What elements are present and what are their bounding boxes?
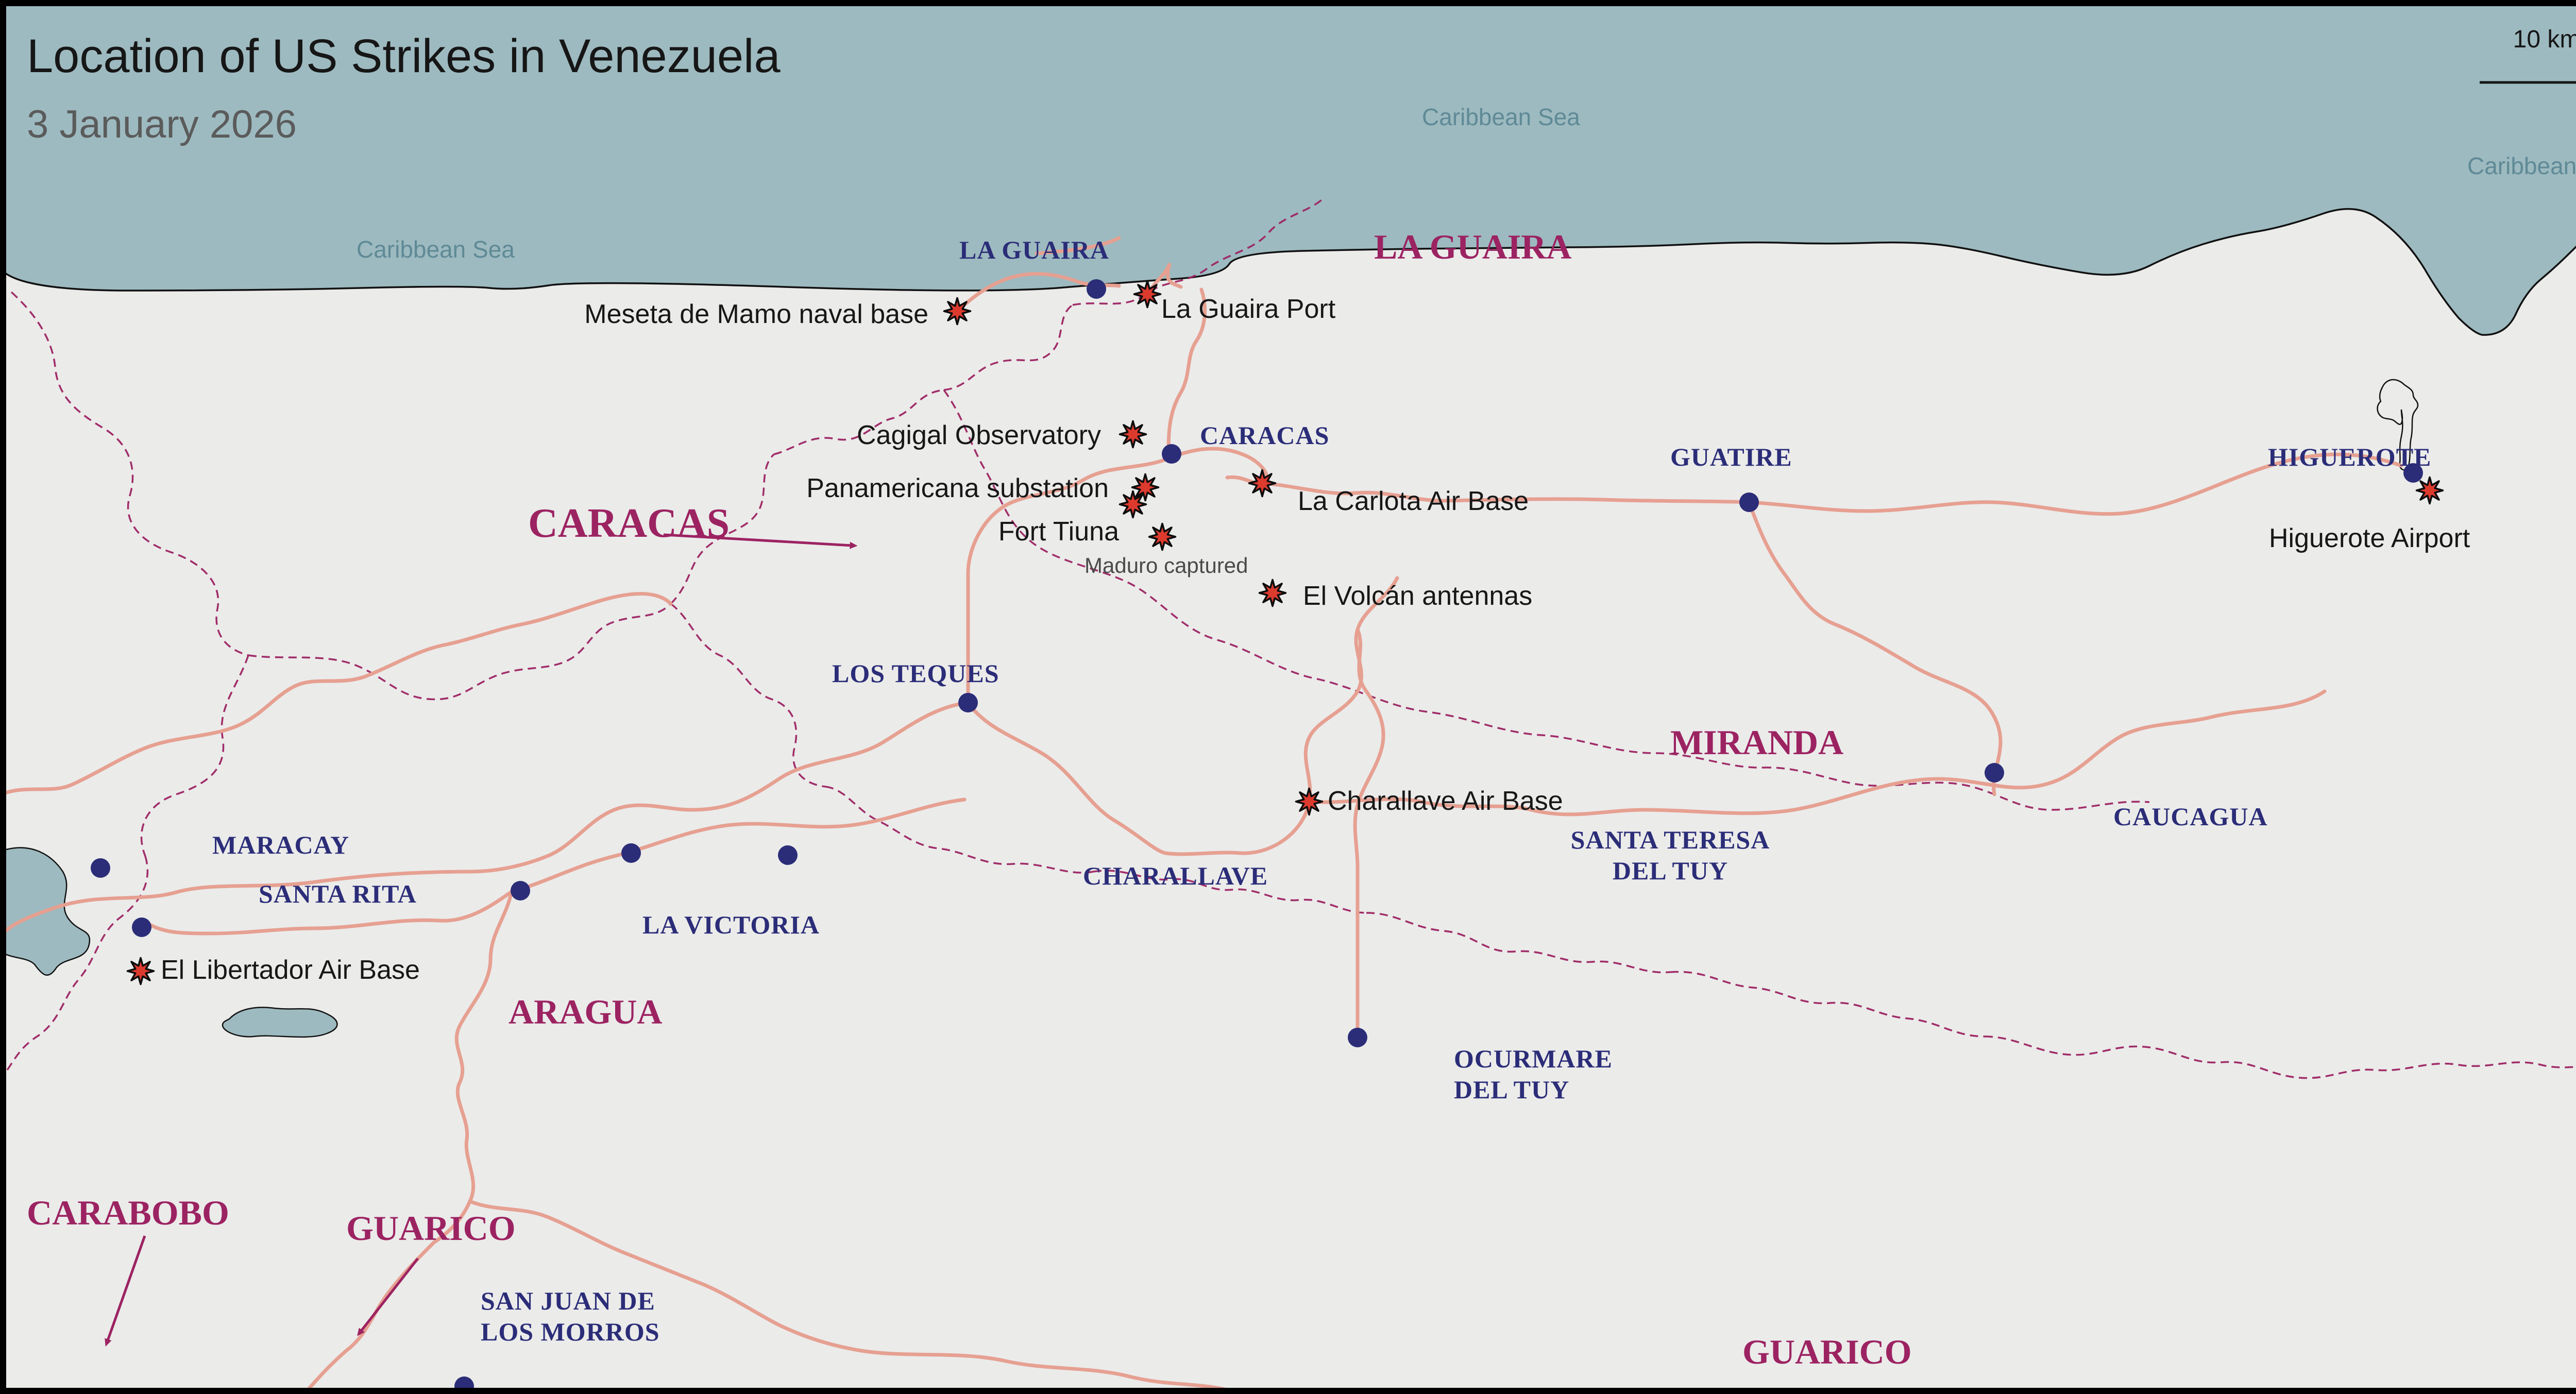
svg-text:MIRANDA: MIRANDA [1670,723,1843,762]
svg-text:LOS MORROS: LOS MORROS [481,1317,660,1346]
svg-text:Cagigal Observatory: Cagigal Observatory [857,420,1101,450]
svg-text:Panamericana substation: Panamericana substation [806,473,1109,503]
svg-text:Maduro captured: Maduro captured [1084,553,1248,577]
svg-text:SANTA RITA: SANTA RITA [259,879,417,908]
svg-text:LA GUAIRA: LA GUAIRA [1374,227,1572,266]
svg-text:SANTA TERESA: SANTA TERESA [1571,825,1770,854]
svg-text:CARACAS: CARACAS [1200,421,1329,450]
svg-text:Fort Tiuna: Fort Tiuna [998,517,1119,547]
svg-text:Caribbean Sea: Caribbean Sea [357,236,515,263]
svg-text:SAN JUAN DE: SAN JUAN DE [481,1286,655,1315]
svg-text:ARAGUA: ARAGUA [509,992,662,1031]
svg-text:El Libertador Air Base: El Libertador Air Base [161,955,420,985]
svg-text:Caribbean Sea: Caribbean Sea [1422,104,1580,130]
svg-text:La Guaira Port: La Guaira Port [1161,294,1336,324]
svg-text:HIGUEROTE: HIGUEROTE [2268,443,2431,471]
svg-text:CHARALLAVE: CHARALLAVE [1083,861,1268,890]
svg-text:GUARICO: GUARICO [346,1209,516,1248]
svg-text:Caribbean Sea: Caribbean Sea [2467,152,2576,179]
svg-text:LA GUAIRA: LA GUAIRA [959,235,1109,264]
svg-text:Higuerote Airport: Higuerote Airport [2269,523,2470,553]
svg-text:El Volcán antennas: El Volcán antennas [1303,581,1532,611]
svg-text:DEL TUY: DEL TUY [1454,1075,1569,1104]
svg-text:LOS TEQUES: LOS TEQUES [832,659,999,688]
svg-text:Meseta de Mamo naval base: Meseta de Mamo naval base [584,299,928,329]
svg-text:LA VICTORIA: LA VICTORIA [642,910,820,939]
svg-text:DEL TUY: DEL TUY [1613,856,1728,885]
svg-text:OCURMARE: OCURMARE [1454,1044,1613,1073]
svg-text:10 km: 10 km [2513,26,2576,53]
svg-text:Charallave Air Base: Charallave Air Base [1328,786,1563,816]
svg-text:CARACAS: CARACAS [528,501,730,546]
svg-text:Location of US Strikes in Vene: Location of US Strikes in Venezuela [27,30,781,82]
svg-text:GUATIRE: GUATIRE [1670,443,1792,471]
svg-text:La Carlota Air Base: La Carlota Air Base [1298,486,1529,516]
svg-text:CARABOBO: CARABOBO [27,1193,229,1232]
svg-text:MARACAY: MARACAY [212,830,349,859]
svg-text:3 January 2026: 3 January 2026 [27,103,297,146]
svg-text:GUARICO: GUARICO [1742,1332,1912,1371]
svg-text:CAUCAGUA: CAUCAGUA [2113,802,2268,831]
